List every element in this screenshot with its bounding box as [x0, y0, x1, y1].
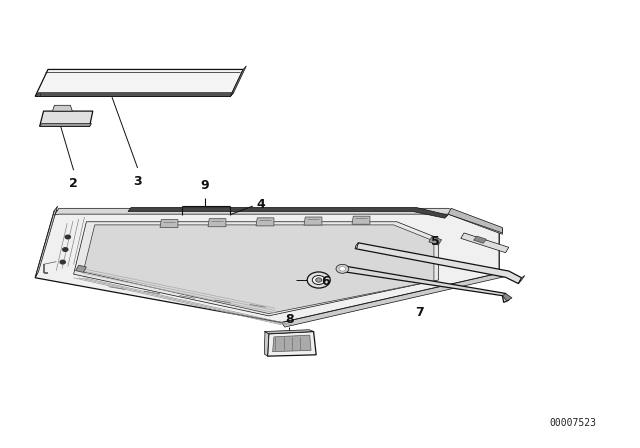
Polygon shape: [230, 66, 246, 96]
Polygon shape: [448, 208, 502, 233]
Text: 7: 7: [415, 306, 424, 319]
Polygon shape: [40, 124, 92, 126]
Polygon shape: [264, 332, 269, 356]
Polygon shape: [474, 236, 486, 243]
Text: 00007523: 00007523: [549, 418, 596, 428]
Text: 8: 8: [285, 313, 294, 326]
Polygon shape: [76, 265, 86, 272]
Polygon shape: [502, 293, 512, 301]
Polygon shape: [355, 243, 522, 284]
Polygon shape: [304, 217, 322, 225]
Polygon shape: [208, 219, 226, 227]
Circle shape: [307, 272, 330, 288]
Polygon shape: [429, 237, 442, 245]
Polygon shape: [518, 276, 525, 284]
Polygon shape: [268, 332, 316, 356]
Circle shape: [312, 276, 325, 284]
Circle shape: [60, 260, 65, 264]
Polygon shape: [54, 208, 502, 234]
Text: 4: 4: [256, 198, 265, 211]
Polygon shape: [352, 216, 370, 224]
Circle shape: [336, 264, 349, 273]
Polygon shape: [128, 207, 448, 218]
Polygon shape: [273, 335, 311, 352]
Polygon shape: [83, 225, 434, 314]
Polygon shape: [355, 243, 358, 249]
Circle shape: [339, 267, 346, 271]
Text: 5: 5: [431, 235, 440, 249]
Polygon shape: [74, 222, 438, 316]
Circle shape: [65, 235, 70, 239]
Circle shape: [63, 248, 68, 251]
Text: 2: 2: [69, 177, 78, 190]
Text: 3: 3: [133, 175, 142, 188]
Text: 9: 9: [200, 179, 209, 192]
Polygon shape: [339, 266, 509, 302]
Circle shape: [316, 278, 322, 282]
Polygon shape: [35, 206, 58, 278]
Polygon shape: [264, 330, 314, 334]
Polygon shape: [35, 211, 499, 323]
Polygon shape: [35, 69, 243, 96]
Text: 6: 6: [321, 275, 330, 288]
Polygon shape: [35, 93, 234, 96]
Polygon shape: [461, 233, 509, 253]
Polygon shape: [160, 220, 178, 228]
Polygon shape: [256, 218, 274, 226]
Polygon shape: [282, 273, 506, 327]
Polygon shape: [40, 111, 93, 126]
Polygon shape: [52, 105, 72, 111]
